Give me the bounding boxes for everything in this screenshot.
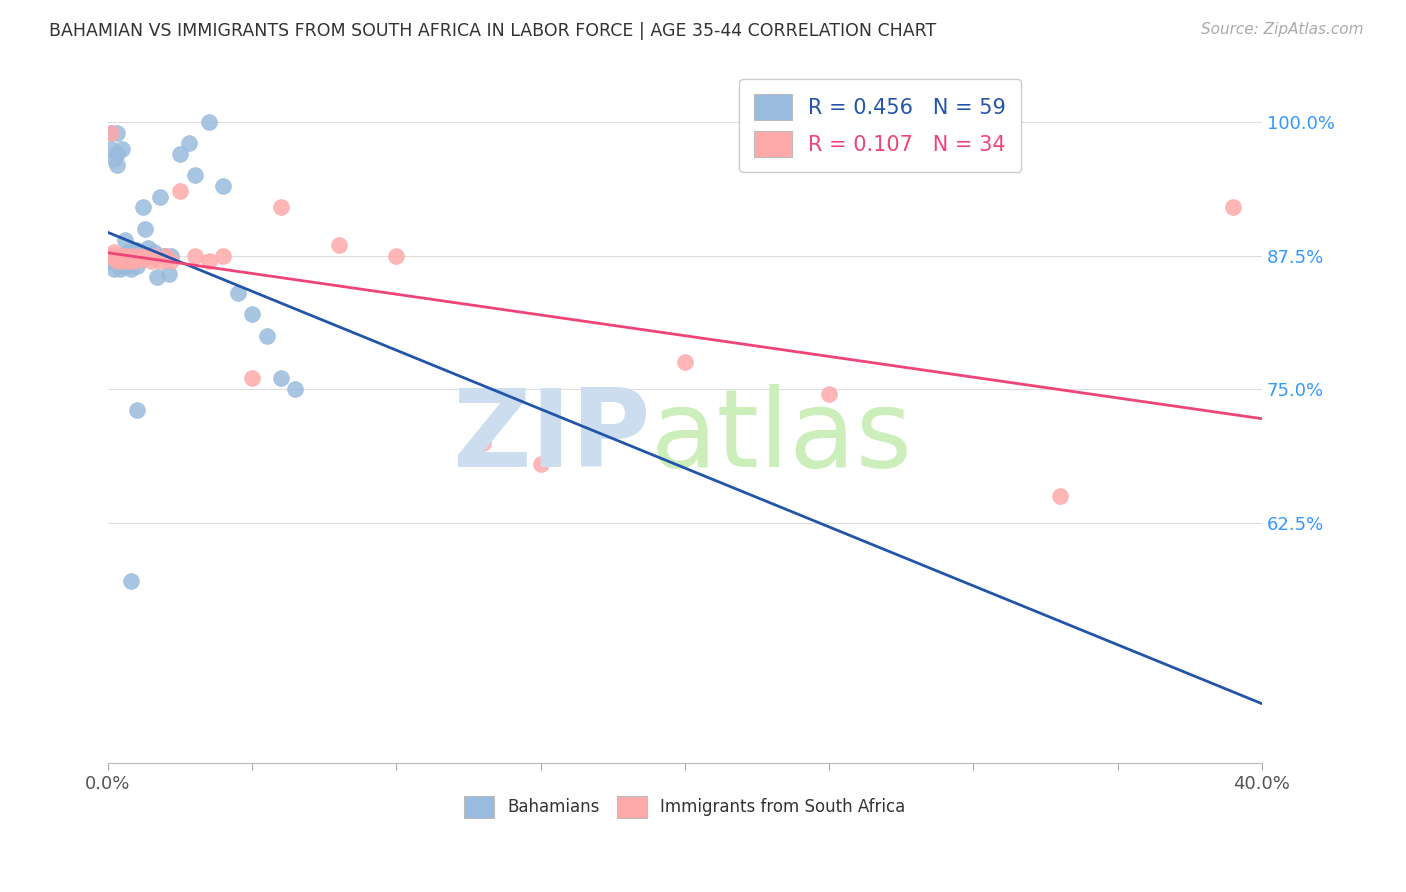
Point <box>134 222 156 236</box>
Point <box>125 403 148 417</box>
Point <box>120 262 142 277</box>
Point <box>128 245 150 260</box>
Point <box>472 435 495 450</box>
Point <box>108 253 131 268</box>
Point <box>198 253 221 268</box>
Point <box>169 185 191 199</box>
Point <box>146 269 169 284</box>
Point <box>177 136 200 151</box>
Legend: Bahamians, Immigrants from South Africa: Bahamians, Immigrants from South Africa <box>458 789 912 824</box>
Point <box>103 248 125 262</box>
Point <box>284 382 307 396</box>
Point <box>270 201 292 215</box>
Point <box>141 253 163 268</box>
Point <box>212 179 235 194</box>
Point <box>117 259 139 273</box>
Point <box>143 248 166 262</box>
Point <box>530 457 553 471</box>
Point <box>131 248 153 262</box>
Point <box>1049 489 1071 503</box>
Point <box>117 253 139 268</box>
Point <box>105 147 128 161</box>
Point <box>160 253 183 268</box>
Point <box>120 243 142 257</box>
Point <box>103 245 125 260</box>
Point <box>169 147 191 161</box>
Text: Source: ZipAtlas.com: Source: ZipAtlas.com <box>1201 22 1364 37</box>
Point <box>122 245 145 260</box>
Point <box>212 248 235 262</box>
Point <box>120 253 142 268</box>
Point <box>100 126 122 140</box>
Point <box>120 248 142 262</box>
Point <box>155 248 177 262</box>
Point <box>122 253 145 268</box>
Point <box>108 248 131 262</box>
Point <box>138 241 160 255</box>
Point <box>818 387 841 401</box>
Point <box>240 371 263 385</box>
Point <box>125 248 148 262</box>
Point <box>97 248 120 262</box>
Point <box>117 245 139 260</box>
Text: BAHAMIAN VS IMMIGRANTS FROM SOUTH AFRICA IN LABOR FORCE | AGE 35-44 CORRELATION : BAHAMIAN VS IMMIGRANTS FROM SOUTH AFRICA… <box>49 22 936 40</box>
Point <box>125 243 148 257</box>
Point <box>111 253 134 268</box>
Point <box>103 262 125 277</box>
Point <box>226 285 249 300</box>
Point <box>114 259 136 273</box>
Point <box>100 142 122 156</box>
Point <box>100 248 122 262</box>
Point <box>114 232 136 246</box>
Point <box>111 142 134 156</box>
Text: ZIP: ZIP <box>451 384 651 490</box>
Point <box>103 153 125 167</box>
Point <box>155 248 177 262</box>
Point <box>328 237 350 252</box>
Point <box>128 248 150 262</box>
Point <box>149 190 172 204</box>
Point <box>111 248 134 262</box>
Point <box>100 126 122 140</box>
Point <box>141 248 163 262</box>
Point <box>114 248 136 262</box>
Point <box>385 248 408 262</box>
Point <box>1222 201 1244 215</box>
Point <box>120 574 142 589</box>
Point <box>114 248 136 262</box>
Point <box>256 328 278 343</box>
Point <box>108 248 131 262</box>
Point <box>183 248 205 262</box>
Point <box>134 248 156 262</box>
Point <box>157 267 180 281</box>
Point <box>105 253 128 268</box>
Point <box>125 248 148 262</box>
Point <box>105 253 128 268</box>
Point <box>152 248 174 262</box>
Point <box>111 253 134 268</box>
Point <box>105 126 128 140</box>
Point <box>131 252 153 266</box>
Point <box>97 248 120 262</box>
Point <box>100 253 122 268</box>
Point <box>103 248 125 262</box>
Point <box>240 307 263 321</box>
Point <box>122 248 145 262</box>
Point <box>143 245 166 260</box>
Point <box>97 253 120 268</box>
Point <box>131 201 153 215</box>
Point <box>149 253 172 268</box>
Text: atlas: atlas <box>651 384 912 490</box>
Point <box>673 355 696 369</box>
Point <box>183 169 205 183</box>
Point <box>270 371 292 385</box>
Point <box>160 248 183 262</box>
Point <box>105 158 128 172</box>
Point <box>198 115 221 129</box>
Point <box>117 248 139 262</box>
Point <box>138 248 160 262</box>
Point <box>108 262 131 277</box>
Point <box>125 259 148 273</box>
